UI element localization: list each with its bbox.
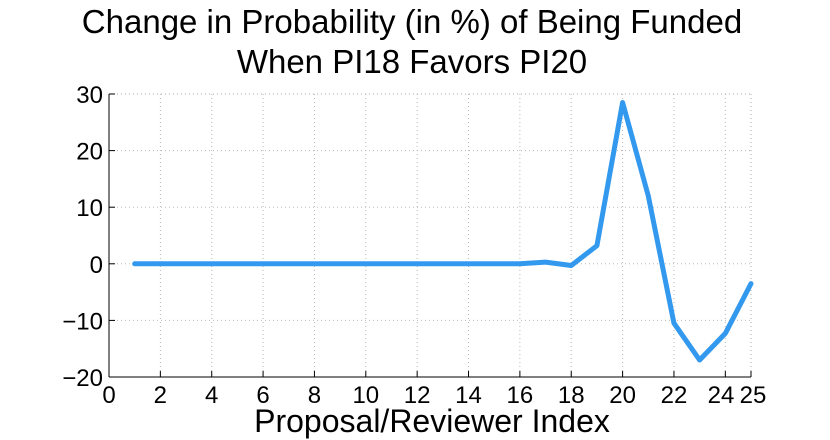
y-tick-label: −20: [62, 365, 103, 392]
y-tick-label: 20: [76, 139, 103, 166]
x-tick-label: 10: [352, 382, 379, 409]
x-tick-label: 14: [455, 382, 482, 409]
x-tick-label: 18: [558, 382, 585, 409]
x-tick-label: 4: [205, 382, 218, 409]
series-line: [132, 99, 754, 363]
y-tick-label: 30: [76, 82, 103, 109]
x-tick-label: 2: [154, 382, 167, 409]
x-tick-label: 6: [256, 382, 269, 409]
x-tick-label: 25: [740, 382, 767, 409]
plot-axes: [108, 93, 752, 378]
x-tick-label: 0: [102, 382, 115, 409]
x-axis-label: Proposal/Reviewer Index: [254, 403, 610, 439]
chart-title-line-1: Change in Probability (in %) of Being Fu…: [82, 3, 742, 40]
y-tick-label: 0: [90, 252, 103, 279]
y-tick-label: 10: [76, 195, 103, 222]
x-tick-label: 12: [404, 382, 431, 409]
x-tick-label: 16: [507, 382, 534, 409]
x-tick-label: 22: [661, 382, 688, 409]
x-tick-label: 20: [609, 382, 636, 409]
x-tick-label: 24: [708, 382, 735, 409]
chart-title-line-2: When PI18 Favors PI20: [237, 43, 587, 80]
series-layer: [132, 99, 754, 363]
y-tick-label: −10: [62, 308, 103, 335]
x-tick-label: 8: [308, 382, 321, 409]
